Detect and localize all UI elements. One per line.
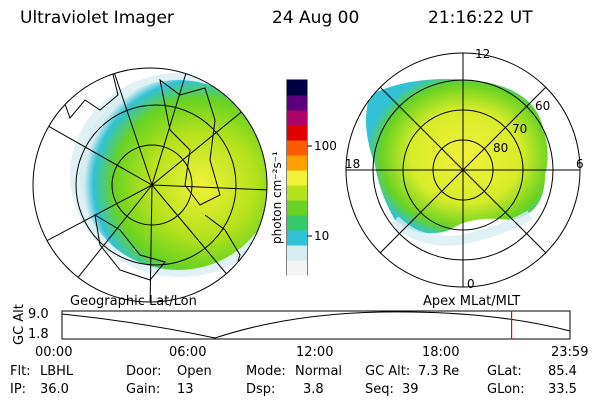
colorbar-cell xyxy=(287,125,307,141)
glon-label: GLon: xyxy=(487,382,525,397)
colorbar-unit-label: photon cm⁻²s⁻¹ xyxy=(270,151,284,244)
altitude-ytick-1.8: 1.8 xyxy=(28,327,49,342)
mlt-label-12: 12 xyxy=(475,47,491,61)
colorbar-cell xyxy=(287,215,307,231)
colorbar-cell xyxy=(287,260,307,276)
gain-label: Gain: xyxy=(126,382,161,397)
altitude-xtick-0000: 00:00 xyxy=(35,345,73,360)
time-label: 21:16:22 UT xyxy=(428,8,533,28)
apex-caption: Apex MLat/MLT xyxy=(423,294,521,309)
colorbar-cell xyxy=(287,155,307,171)
door-label: Door: xyxy=(126,364,162,379)
colorbar-tick-10: 10 xyxy=(314,229,330,243)
colorbar-cell xyxy=(287,170,307,186)
altitude-xtick-0600: 06:00 xyxy=(169,345,207,360)
mlt-label-6: 6 xyxy=(576,157,584,171)
ip-label: IP: xyxy=(10,382,27,397)
gain-value: 13 xyxy=(177,382,194,397)
mlt-label-18: 18 xyxy=(345,157,361,171)
mode-label: Mode: xyxy=(246,364,286,379)
colorbar-cell xyxy=(287,245,307,261)
date-label: 24 Aug 00 xyxy=(272,8,360,28)
glat-value: 85.4 xyxy=(548,364,577,379)
glat-label: GLat: xyxy=(487,364,522,379)
dsp-label: Dsp: xyxy=(246,382,276,397)
colorbar-tick-100: 100 xyxy=(314,139,337,153)
altitude-xtick-1200: 12:00 xyxy=(296,345,334,360)
mlt-label-0: 0 xyxy=(467,277,475,291)
colorbar-cell xyxy=(287,95,307,111)
geographic-caption: Geographic Lat/Lon xyxy=(70,294,197,309)
altitude-ylabel: GC Alt xyxy=(12,304,27,345)
altitude-xtick-1800: 18:00 xyxy=(422,345,460,360)
colorbar-cell xyxy=(287,230,307,246)
flt-value: LBHL xyxy=(40,364,74,379)
altitude-plot xyxy=(61,310,571,340)
altitude-ytick-9: 9.0 xyxy=(28,307,49,322)
mlat-label-80: 80 xyxy=(493,141,509,155)
colorbar-cell xyxy=(287,80,307,96)
ip-value: 36.0 xyxy=(40,382,69,397)
colorbar xyxy=(286,79,312,276)
mlat-label-70: 70 xyxy=(512,122,528,136)
door-value: Open xyxy=(177,364,212,379)
altitude-xtick-2359: 23:59 xyxy=(551,345,589,360)
magnetic-polar-plot xyxy=(345,52,581,288)
gcalt-label: GC Alt: xyxy=(365,364,411,379)
seq-value: 39 xyxy=(402,382,419,397)
mode-value: Normal xyxy=(295,364,343,379)
colorbar-cell xyxy=(287,110,307,126)
mlat-label-60: 60 xyxy=(535,99,551,113)
gcalt-value: 7.3 Re xyxy=(418,364,460,379)
seq-label: Seq: xyxy=(365,382,394,397)
flt-label: Flt: xyxy=(10,364,31,379)
instrument-title: Ultraviolet Imager xyxy=(20,8,174,28)
colorbar-cell xyxy=(287,200,307,216)
dsp-value: 3.8 xyxy=(303,382,324,397)
colorbar-cell xyxy=(287,140,307,156)
geographic-map xyxy=(32,67,268,303)
glon-value: 33.5 xyxy=(548,382,577,397)
colorbar-cell xyxy=(287,185,307,201)
